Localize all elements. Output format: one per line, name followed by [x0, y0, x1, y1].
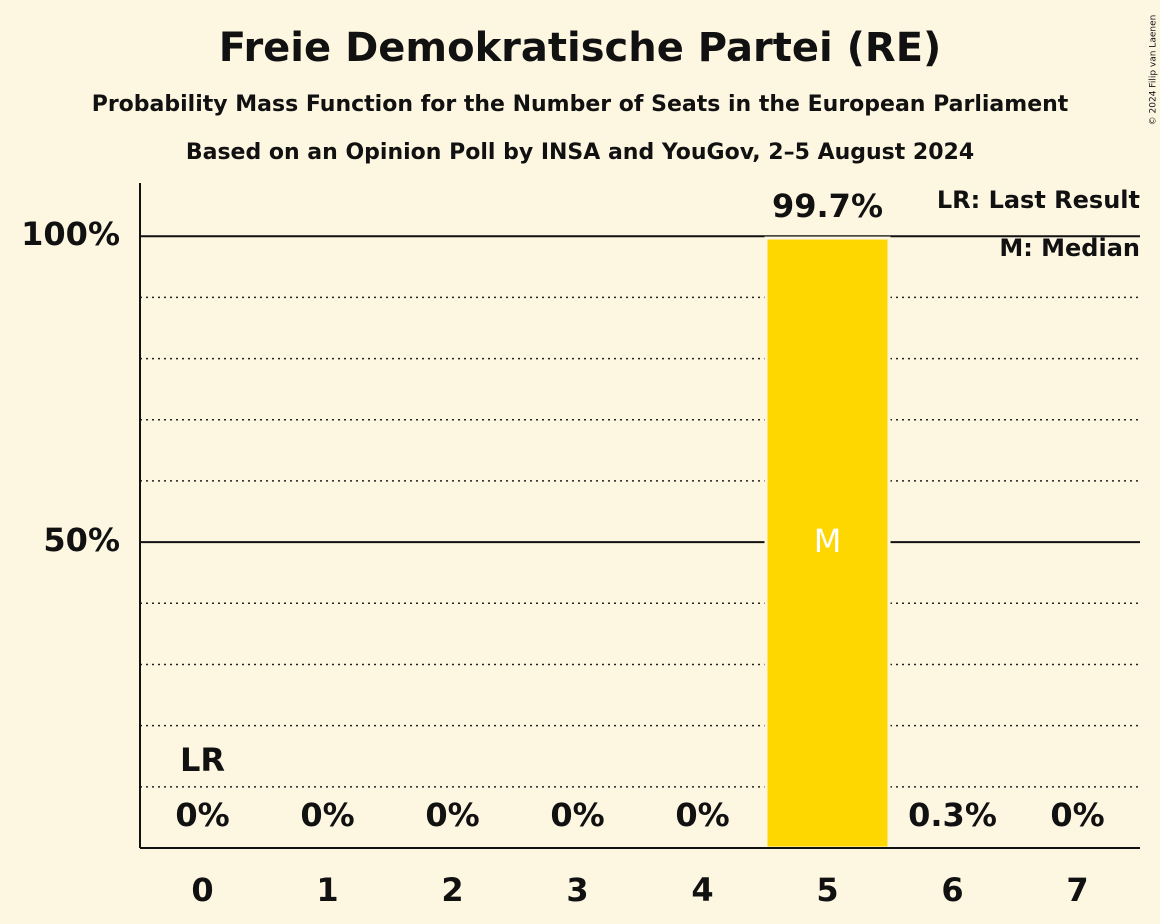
x-tick-label: 0 — [191, 871, 213, 909]
value-label: 0% — [1050, 796, 1104, 834]
chart-subtitle: Based on an Opinion Poll by INSA and You… — [186, 140, 974, 165]
chart-title: Freie Demokratische Partei (RE) — [219, 25, 942, 71]
value-label: 0% — [425, 796, 479, 834]
value-label: 99.7% — [772, 187, 883, 225]
legend-entry: LR: Last Result — [937, 186, 1140, 214]
x-tick-label: 6 — [941, 871, 963, 909]
copyright: © 2024 Filip van Laenen — [1149, 15, 1159, 126]
value-label: 0% — [550, 796, 604, 834]
chart-subtitle: Probability Mass Function for the Number… — [92, 92, 1069, 117]
x-tick-label: 5 — [816, 871, 838, 909]
bar — [764, 236, 891, 850]
y-tick-label: 50% — [43, 521, 120, 559]
marker-label: M — [814, 522, 842, 560]
value-label: 0% — [300, 796, 354, 834]
value-label: 0.3% — [908, 796, 997, 834]
x-tick-label: 2 — [441, 871, 463, 909]
legend-entry: M: Median — [999, 234, 1140, 262]
value-label: 0% — [175, 796, 229, 834]
marker-label: LR — [180, 741, 225, 779]
x-tick-label: 3 — [566, 871, 588, 909]
value-label: 0% — [675, 796, 729, 834]
y-tick-label: 100% — [21, 215, 120, 253]
x-tick-label: 7 — [1066, 871, 1088, 909]
x-tick-label: 1 — [316, 871, 338, 909]
x-tick-label: 4 — [691, 871, 713, 909]
